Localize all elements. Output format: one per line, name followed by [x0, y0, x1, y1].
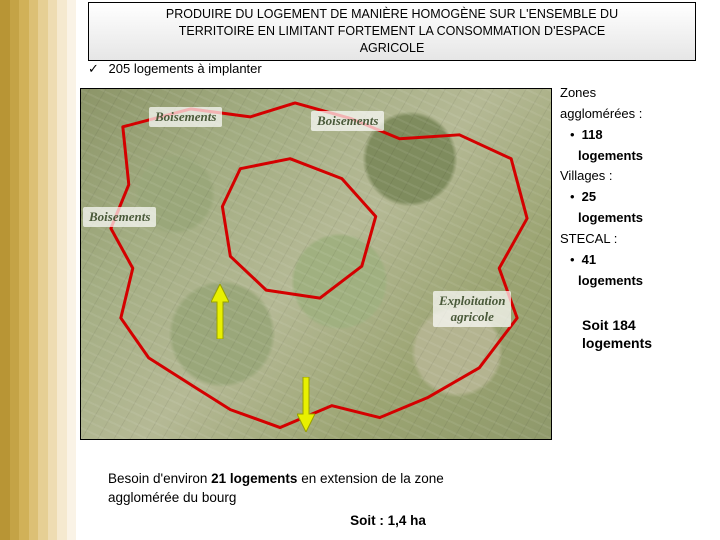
- total-block: Soit 184 logements: [582, 316, 712, 352]
- subtitle-text: 205 logements à implanter: [109, 61, 262, 76]
- title-line-3: AGRICOLE: [360, 41, 425, 55]
- zone-boundary: [81, 89, 551, 440]
- bottom-1c: en extension de la zone: [297, 471, 443, 486]
- bottom-text: Besoin d'environ 21 logements en extensi…: [108, 470, 668, 531]
- villages-unit: logements: [578, 210, 643, 225]
- slide-title: PRODUIRE DU LOGEMENT DE MANIÈRE HOMOGÈNE…: [88, 2, 696, 61]
- decorative-left-stripes: [0, 0, 76, 540]
- bullet-icon: •: [570, 188, 578, 207]
- stats-sidebar: Zones agglomérées : • 118 logements Vill…: [560, 84, 710, 292]
- map-label-boisements-tr: Boisements: [311, 111, 384, 131]
- map-label-boisements-ml: Boisements: [83, 207, 156, 227]
- zones-label-2: agglomérées :: [560, 105, 710, 124]
- stecal-value: 41: [582, 252, 596, 267]
- villages-value-row: • 25: [560, 188, 710, 207]
- arrow-down-icon: [297, 377, 315, 432]
- bullet-icon: •: [570, 251, 578, 270]
- villages-label: Villages :: [560, 167, 710, 186]
- stecal-value-row: • 41: [560, 251, 710, 270]
- check-icon: ✓: [88, 61, 99, 76]
- title-line-2: TERRITOIRE EN LIMITANT FORTEMENT LA CONS…: [179, 24, 606, 38]
- map-label-boisements-tl: Boisements: [149, 107, 222, 127]
- subtitle-row: ✓ 205 logements à implanter: [88, 61, 262, 77]
- total-line-2: logements: [582, 334, 712, 352]
- villages-unit-row: logements: [560, 209, 710, 228]
- zones-unit-row: logements: [560, 147, 710, 166]
- bottom-1a: Besoin d'environ: [108, 471, 211, 486]
- bottom-line-3: Soit : 1,4 ha: [108, 512, 668, 531]
- zones-value: 118: [582, 127, 603, 142]
- aerial-map: Boisements Boisements Boisements Exploit…: [80, 88, 552, 440]
- map-label-exploitation: Exploitation agricole: [433, 291, 511, 327]
- bottom-line-2: agglomérée du bourg: [108, 489, 668, 508]
- zones-value-row: • 118: [560, 126, 710, 145]
- total-line-1: Soit 184: [582, 316, 712, 334]
- stecal-label: STECAL :: [560, 230, 710, 249]
- bullet-icon: •: [570, 126, 578, 145]
- bottom-line-1: Besoin d'environ 21 logements en extensi…: [108, 470, 668, 489]
- villages-value: 25: [582, 189, 596, 204]
- zones-unit: logements: [578, 148, 643, 163]
- title-line-1: PRODUIRE DU LOGEMENT DE MANIÈRE HOMOGÈNE…: [166, 7, 618, 21]
- bottom-1b: 21 logements: [211, 471, 297, 486]
- stecal-unit: logements: [578, 273, 643, 288]
- arrow-up-icon: [211, 284, 229, 339]
- stecal-unit-row: logements: [560, 272, 710, 291]
- zones-label-1: Zones: [560, 84, 710, 103]
